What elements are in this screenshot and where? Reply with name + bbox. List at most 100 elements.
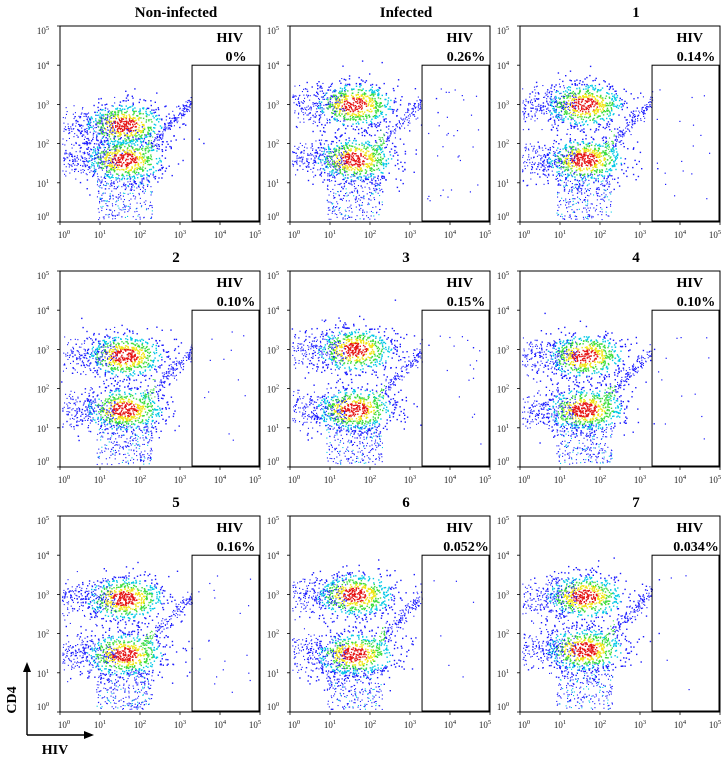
- event-dot: [123, 209, 125, 211]
- event-dot: [112, 158, 114, 160]
- event-dot: [448, 91, 450, 93]
- event-dot: [361, 107, 363, 109]
- event-dot: [534, 108, 536, 110]
- event-dot: [130, 150, 132, 152]
- event-dot: [298, 97, 300, 99]
- event-dot: [151, 112, 153, 114]
- event-dot: [347, 147, 349, 149]
- event-dot: [350, 179, 353, 181]
- event-dot: [322, 154, 324, 156]
- event-dot: [146, 143, 148, 146]
- event-dot: [148, 180, 150, 182]
- event-dot: [145, 209, 147, 211]
- event-dot: [380, 112, 382, 114]
- event-dot: [125, 115, 128, 117]
- event-dot: [585, 94, 587, 96]
- event-dot: [96, 157, 99, 159]
- event-dot: [97, 164, 99, 166]
- event-dot: [73, 118, 75, 120]
- event-dot: [347, 90, 349, 92]
- event-dot: [334, 177, 336, 179]
- event-dot: [356, 158, 359, 160]
- event-dot: [72, 160, 74, 162]
- event-dot: [332, 174, 335, 176]
- event-dot: [373, 107, 376, 109]
- event-dot: [365, 90, 367, 92]
- event-dot: [360, 98, 362, 100]
- event-dot: [573, 127, 575, 129]
- event-dot: [369, 108, 372, 110]
- event-dot: [120, 109, 122, 111]
- event-dot: [303, 152, 305, 154]
- event-dot: [580, 124, 582, 127]
- event-dot: [360, 84, 362, 87]
- event-dot: [374, 97, 376, 100]
- event-dot: [101, 123, 103, 125]
- event-dot: [349, 102, 351, 104]
- event-dot: [133, 121, 135, 123]
- event-dot: [356, 190, 358, 192]
- event-dot: [138, 167, 140, 170]
- event-dot: [126, 125, 129, 128]
- event-dot: [359, 101, 361, 103]
- event-dot: [556, 134, 559, 136]
- event-dot: [354, 150, 357, 152]
- event-dot: [552, 126, 554, 128]
- event-dot: [164, 170, 167, 172]
- event-dot: [339, 168, 341, 171]
- event-dot: [606, 124, 608, 126]
- event-dot: [71, 124, 74, 126]
- event-dot: [298, 104, 301, 107]
- event-dot: [522, 129, 524, 131]
- event-dot: [165, 123, 167, 125]
- plot-frame: [59, 25, 261, 223]
- event-dot: [97, 139, 99, 142]
- event-dot: [152, 174, 154, 176]
- event-dot: [127, 170, 129, 172]
- event-dot: [115, 204, 117, 206]
- event-dot: [397, 159, 399, 161]
- event-dot: [332, 176, 334, 178]
- event-dot: [357, 178, 360, 180]
- event-dot: [115, 118, 117, 120]
- event-dot: [558, 111, 560, 114]
- event-dot: [96, 122, 99, 124]
- event-dot: [121, 112, 123, 114]
- event-dot: [354, 116, 356, 118]
- event-dot: [319, 108, 321, 110]
- event-dot: [370, 210, 372, 212]
- event-dot: [524, 120, 527, 123]
- event-dot: [364, 186, 366, 188]
- event-dot: [604, 127, 606, 130]
- event-dot: [83, 169, 85, 171]
- event-dot: [143, 138, 146, 140]
- event-dot: [296, 148, 298, 150]
- event-dot: [138, 192, 140, 194]
- event-dot: [136, 174, 138, 176]
- event-dot: [309, 118, 311, 120]
- event-dot: [363, 96, 365, 98]
- event-dot: [114, 215, 116, 217]
- event-dot: [344, 215, 346, 217]
- event-dot: [363, 160, 365, 163]
- event-dot: [354, 146, 356, 148]
- x-tick-label: 101: [324, 229, 336, 240]
- event-dot: [619, 97, 621, 100]
- event-dot: [112, 117, 115, 120]
- event-dot: [148, 143, 150, 145]
- event-dot: [140, 168, 142, 170]
- event-dot: [84, 157, 86, 159]
- event-dot: [123, 132, 126, 135]
- event-dot: [320, 159, 322, 161]
- event-dot: [304, 108, 306, 110]
- event-dot: [357, 177, 359, 179]
- event-dot: [561, 101, 563, 103]
- event-dot: [181, 114, 183, 116]
- event-dot: [358, 96, 361, 98]
- x-tick-label: 104: [214, 229, 227, 240]
- event-dot: [343, 166, 345, 168]
- event-dot: [583, 83, 586, 86]
- event-dot: [375, 100, 377, 103]
- event-dot: [360, 115, 362, 117]
- event-dot: [119, 128, 122, 130]
